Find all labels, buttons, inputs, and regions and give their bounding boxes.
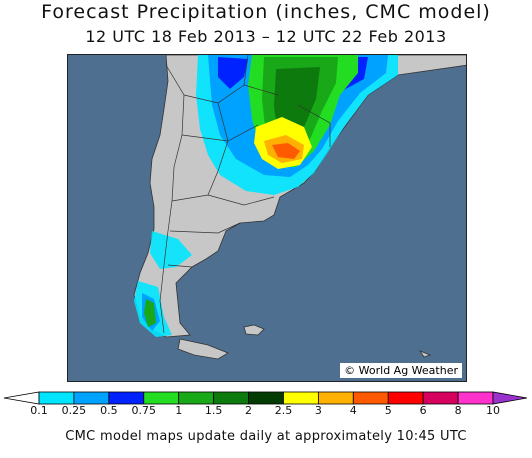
colorbar-cell: [213, 391, 249, 405]
map-credit: © World Ag Weather: [340, 363, 462, 378]
colorbar-cell: [248, 391, 284, 405]
precip-green-patagonia: [144, 299, 156, 327]
precip-dark-blue: [218, 57, 248, 89]
precipitation-map: © World Ag Weather: [67, 54, 467, 382]
colorbar-tick-label: 0.5: [100, 404, 118, 417]
colorbar-ticks: 0.1 0.25 0.5 0.75 1 1.5 2 2.5 3 4 5 6 8 10: [0, 404, 532, 418]
precip-light-blue-south: [150, 231, 192, 269]
update-note: CMC model maps update daily at approxima…: [65, 429, 467, 444]
map-title: Forecast Precipitation (inches, CMC mode…: [41, 1, 491, 23]
tierra-del-fuego: [177, 338, 229, 360]
precip-red-orange: [272, 143, 300, 159]
colorbar-cell: [73, 391, 110, 405]
colorbar-tick-label: 5: [384, 404, 392, 417]
falkland-islands: [243, 324, 265, 336]
valid-time-range: 12 UTC 18 Feb 2013 – 12 UTC 22 Feb 2013: [85, 27, 447, 46]
colorbar-tick-label: 1.5: [204, 404, 223, 417]
colorbar-cell: [317, 391, 354, 405]
colorbar-cell: [457, 391, 494, 405]
colorbar-cell: [283, 391, 319, 405]
colorbar-cell: [178, 391, 215, 405]
colorbar-tick-label: 6: [419, 404, 427, 417]
map-canvas: [68, 55, 466, 381]
colorbar-under-arrow: [3, 391, 40, 405]
colorbar-tick-label: 1: [175, 404, 183, 417]
colorbar-cell: [38, 391, 75, 405]
colorbar-tick-label: 3: [314, 404, 322, 417]
colorbar-cell: [143, 391, 180, 405]
south-georgia-island: [418, 350, 432, 358]
country-borders: [159, 55, 331, 334]
colorbar-cell: [422, 391, 459, 405]
colorbar-tick-label: 8: [454, 404, 462, 417]
colorbar-over-arrow: [492, 391, 528, 405]
colorbar-cell: [108, 391, 145, 405]
precip-colorbar: [3, 391, 528, 405]
colorbar-tick-label: 0.1: [30, 404, 48, 417]
colorbar-tick-label: 0.75: [131, 404, 157, 417]
colorbar-cell: [387, 391, 424, 405]
colorbar-tick-label: 2: [245, 404, 253, 417]
colorbar-cell: [352, 391, 389, 405]
colorbar-tick-label: 4: [349, 404, 357, 417]
colorbar-tick-label: 2.5: [274, 404, 293, 417]
colorbar-tick-label: 0.25: [61, 404, 87, 417]
colorbar-tick-label: 10: [486, 404, 500, 417]
